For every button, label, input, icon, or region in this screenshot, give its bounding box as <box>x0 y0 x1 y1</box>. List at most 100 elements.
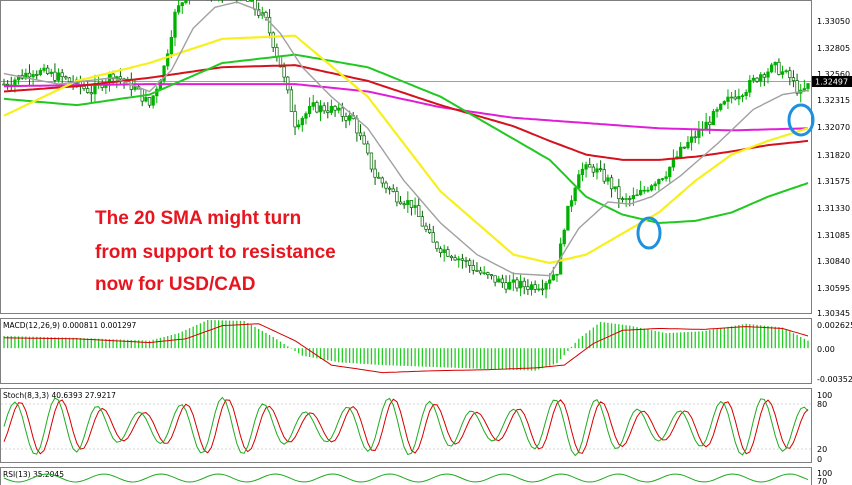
candle-body <box>5 83 10 86</box>
candle-body <box>762 74 766 78</box>
candle-body <box>748 80 752 93</box>
candle-body <box>162 65 166 81</box>
macd-axis-zero: 0.00 <box>817 345 835 354</box>
candle-body <box>515 279 519 289</box>
macd-group <box>3 320 809 374</box>
candle-body <box>60 72 64 78</box>
candle-body <box>282 66 286 78</box>
macd-label: MACD(12,26,9) 0.000811 0.001297 <box>3 321 137 330</box>
candle-body <box>602 169 606 182</box>
candle-body <box>442 249 446 254</box>
stoch-axis-80: 80 <box>817 400 827 409</box>
candle-body <box>380 177 385 184</box>
candle-body <box>355 118 359 134</box>
candle-body <box>166 53 170 67</box>
candle-body <box>544 282 548 290</box>
candle-body <box>580 168 585 176</box>
candle-body <box>460 258 465 261</box>
candle-body <box>387 187 392 190</box>
candle-body <box>711 111 716 126</box>
candle-body <box>613 186 617 190</box>
candle-body <box>631 195 636 200</box>
annotation-line-1: The 20 SMA might turn <box>95 208 301 229</box>
candle-body <box>46 67 50 74</box>
rsi-line <box>3 473 809 483</box>
candle-body <box>377 176 381 179</box>
candle-body <box>271 32 275 48</box>
candle-body <box>649 185 654 191</box>
candle-body <box>664 176 668 179</box>
candle-body <box>53 71 57 81</box>
candle-body <box>759 74 763 82</box>
candle-body <box>584 164 588 170</box>
candle-body <box>326 110 330 113</box>
price-tick: 1.32315 <box>817 96 850 105</box>
candle-body <box>657 179 661 185</box>
moving-averages-group <box>3 1 809 277</box>
stoch-group <box>3 396 809 457</box>
candle-body <box>715 109 719 112</box>
candle-body <box>551 274 555 281</box>
support-highlight-circle-1 <box>636 216 662 250</box>
candle-body <box>755 77 759 82</box>
candle-body <box>246 0 250 2</box>
candle-body <box>417 205 421 218</box>
candle-body <box>453 257 457 261</box>
candle-body <box>322 105 326 112</box>
candle-body <box>726 96 730 102</box>
candle-body <box>780 71 785 75</box>
candle-body <box>777 61 781 75</box>
candle-body <box>409 200 414 208</box>
candle-body <box>802 88 807 91</box>
candle-body <box>457 258 461 261</box>
candle-body <box>518 280 523 289</box>
candle-body <box>420 216 425 227</box>
candle-body <box>82 86 86 89</box>
candle-body <box>475 269 479 272</box>
candle-body <box>595 168 599 173</box>
candle-body <box>402 203 406 206</box>
stoch-label: Stoch(8,3,3) 40.6393 27.9217 <box>3 391 116 400</box>
candle-body <box>744 91 748 96</box>
candle-body <box>431 232 435 243</box>
candle-body <box>89 92 93 95</box>
candle-body <box>176 5 181 13</box>
stoch-main-line <box>3 396 809 457</box>
candle-body <box>289 89 294 112</box>
price-pane <box>0 0 812 314</box>
candle-body <box>486 272 490 275</box>
rsi-label: RSI(13) 35.2045 <box>3 470 64 479</box>
price-tick: 1.32070 <box>817 123 850 132</box>
candle-body <box>275 47 279 58</box>
stoch-pane <box>0 388 812 463</box>
candle-body <box>358 132 363 137</box>
candle-body <box>337 107 341 111</box>
candle-body <box>27 72 32 78</box>
candle-body <box>427 229 432 234</box>
candle-body <box>766 71 770 78</box>
candle-body <box>697 129 701 138</box>
candle-body <box>333 105 337 111</box>
candle-body <box>307 105 312 114</box>
candle-body <box>679 146 683 158</box>
sma-20-line <box>3 34 809 265</box>
rsi-group <box>3 473 809 483</box>
candle-body <box>38 70 43 75</box>
price-tick: 1.30345 <box>817 309 850 318</box>
candle-body <box>384 182 388 189</box>
candle-body <box>609 177 614 190</box>
candle-body <box>144 97 148 102</box>
candle-body <box>344 115 348 121</box>
sma-fast-line <box>3 1 809 277</box>
macd-pane <box>0 318 812 384</box>
candle-body <box>682 146 686 149</box>
candle-body <box>42 67 46 71</box>
macd-signal-line <box>3 323 809 374</box>
candle-body <box>438 248 443 254</box>
candle-body <box>497 278 501 283</box>
candle-body <box>2 83 6 86</box>
candle-body <box>504 282 508 290</box>
candle-body <box>737 96 741 100</box>
stoch-signal-line <box>3 398 809 455</box>
candle-body <box>522 280 526 288</box>
